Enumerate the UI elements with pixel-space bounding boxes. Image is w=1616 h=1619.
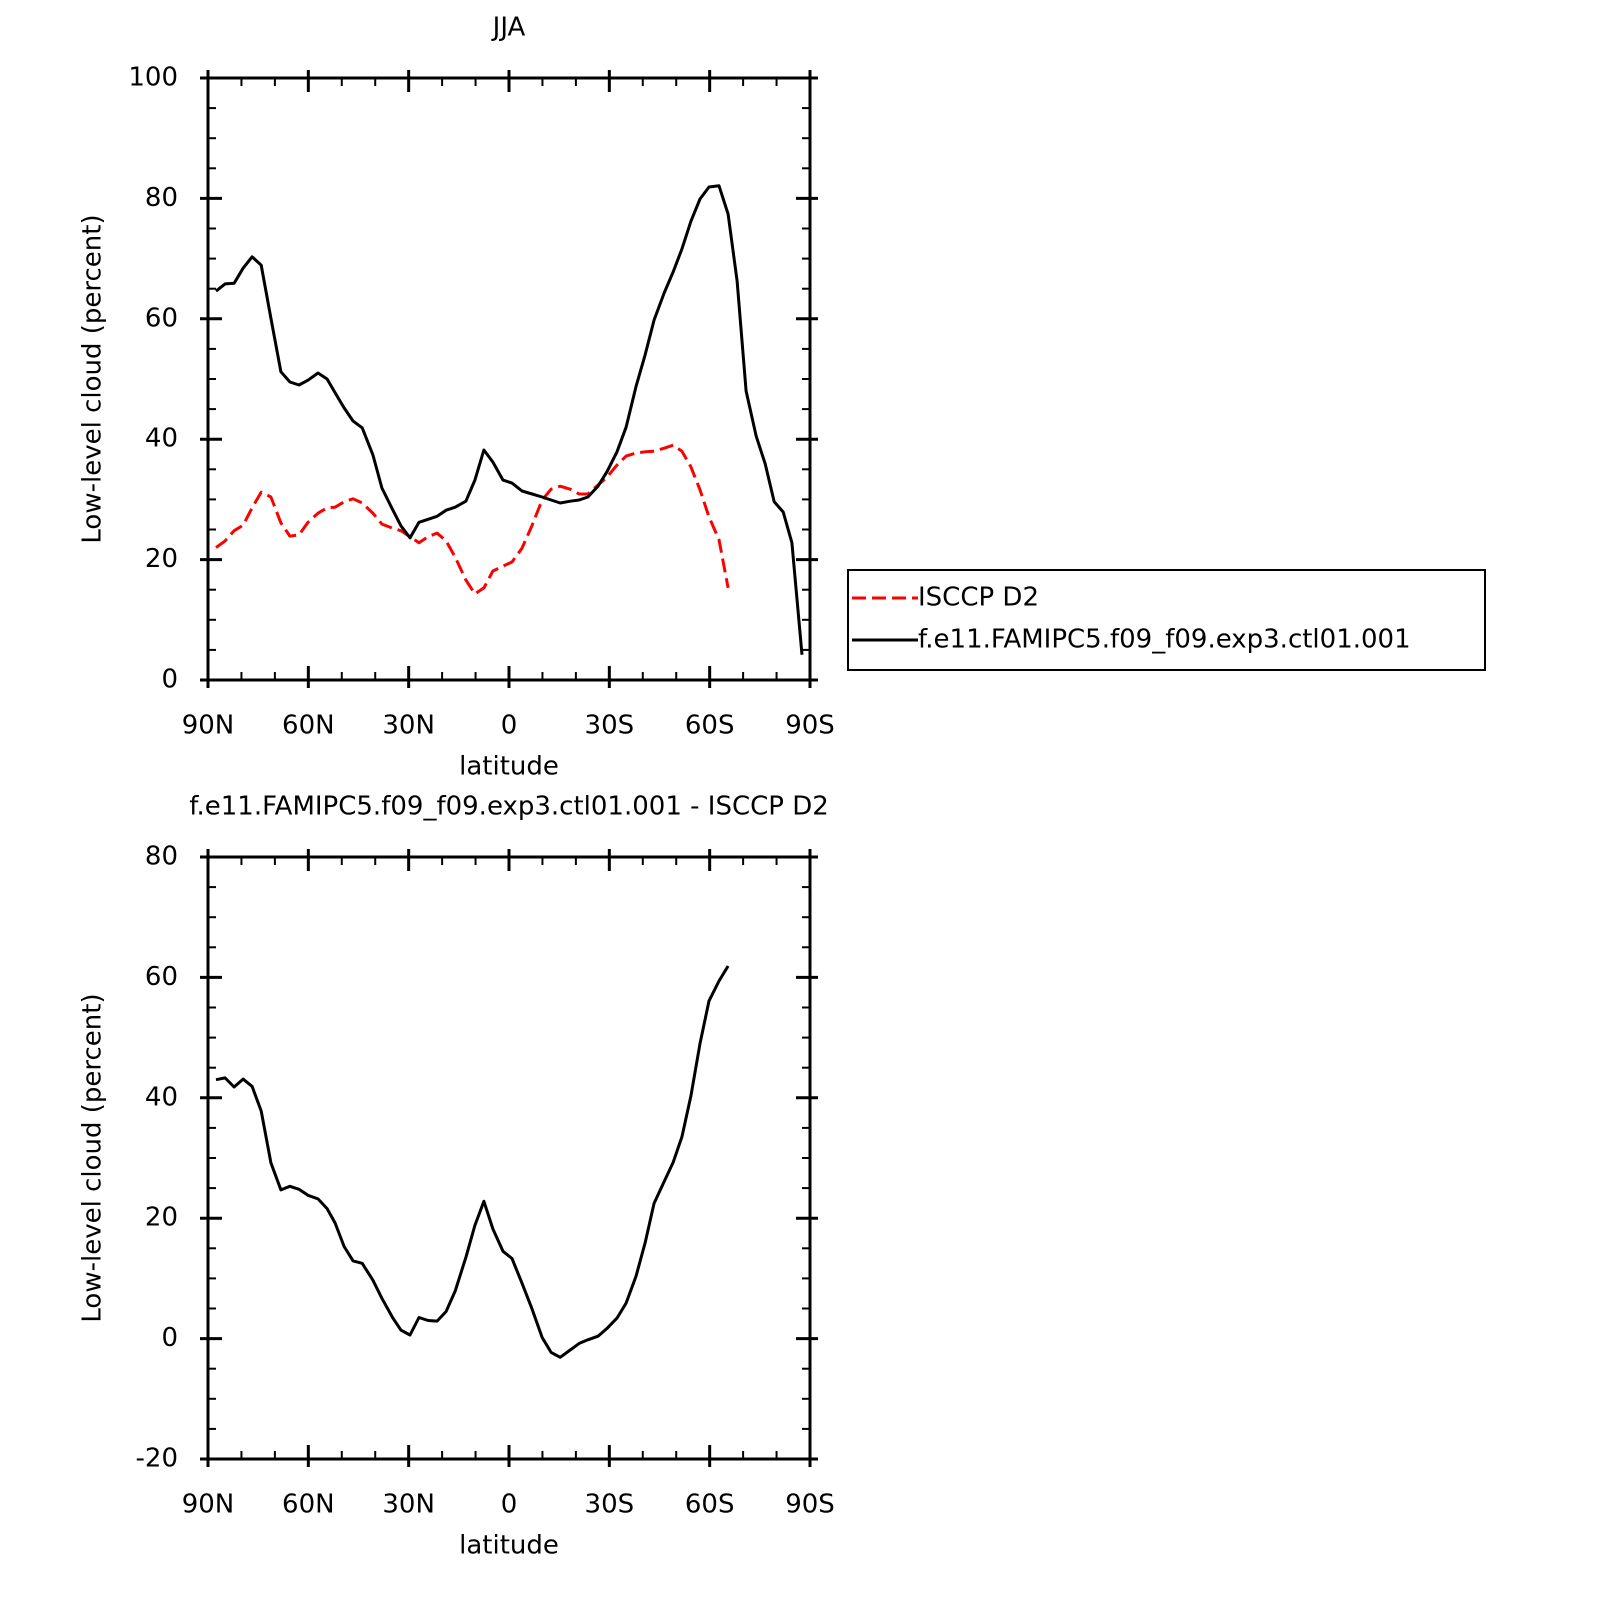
x-tick-label: 30N — [382, 711, 435, 741]
x-tick-label: 90N — [182, 711, 235, 741]
x-tick-label: 0 — [501, 711, 518, 741]
legend-label: f.e11.FAMIPC5.f09_f09.exp3.ctl01.001 — [918, 625, 1411, 655]
x-tick-label: 30S — [585, 1490, 635, 1520]
y-tick-label: 40 — [145, 1082, 178, 1112]
x-tick-label: 60S — [685, 711, 735, 741]
x-tick-label: 90S — [785, 1490, 835, 1520]
x-tick-label: 60N — [282, 1490, 335, 1520]
legend-label: ISCCP D2 — [918, 583, 1039, 613]
x-axis-label: latitude — [459, 1531, 559, 1561]
x-tick-label: 60S — [685, 1490, 735, 1520]
plot-frame — [206, 76, 812, 682]
x-tick-label: 0 — [501, 1490, 518, 1520]
y-tick-label: 80 — [145, 183, 178, 213]
series-line — [215, 443, 730, 596]
x-axis-label: latitude — [459, 752, 559, 782]
x-tick-label: 30N — [382, 1490, 435, 1520]
y-tick-label: 80 — [145, 842, 178, 872]
y-axis-label: Low-level cloud (percent) — [78, 214, 108, 543]
chart-title: f.e11.FAMIPC5.f09_f09.exp3.ctl01.001 - I… — [189, 792, 829, 822]
x-tick-label: 60N — [282, 711, 335, 741]
y-tick-label: 20 — [145, 1203, 178, 1233]
y-tick-label: 60 — [145, 303, 178, 333]
series-line — [215, 184, 804, 655]
plot-frame — [206, 855, 812, 1461]
legend-box — [847, 569, 1486, 671]
x-tick-label: 90N — [182, 1490, 235, 1520]
y-tick-label: 20 — [145, 544, 178, 574]
y-tick-label: -20 — [136, 1444, 178, 1474]
y-tick-label: 60 — [145, 962, 178, 992]
x-tick-label: 90S — [785, 711, 835, 741]
y-tick-label: 0 — [161, 665, 178, 695]
series-line — [215, 965, 730, 1359]
y-axis-label: Low-level cloud (percent) — [78, 993, 108, 1322]
x-tick-label: 30S — [585, 711, 635, 741]
y-tick-label: 40 — [145, 424, 178, 454]
y-tick-label: 0 — [161, 1323, 178, 1353]
y-tick-label: 100 — [128, 63, 178, 93]
chart-title: JJA — [491, 13, 526, 43]
